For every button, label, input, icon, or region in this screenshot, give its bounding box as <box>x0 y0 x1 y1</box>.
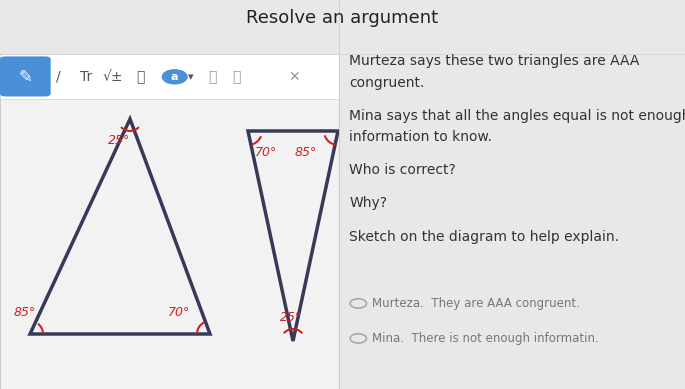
Text: a: a <box>171 72 178 82</box>
Text: Why?: Why? <box>349 196 387 210</box>
Text: Resolve an argument: Resolve an argument <box>247 9 438 26</box>
Text: 25°: 25° <box>108 134 130 147</box>
Text: Mina says that all the angles equal is not enough: Mina says that all the angles equal is n… <box>349 109 685 123</box>
Text: congruent.: congruent. <box>349 76 425 90</box>
Text: Murteza says these two triangles are AAA: Murteza says these two triangles are AAA <box>349 54 640 68</box>
Text: ⌒: ⌒ <box>232 70 240 84</box>
Text: 85°: 85° <box>14 306 36 319</box>
Text: ✎: ✎ <box>18 68 32 86</box>
Text: Sketch on the diagram to help explain.: Sketch on the diagram to help explain. <box>349 230 619 244</box>
FancyBboxPatch shape <box>0 54 339 99</box>
Text: ⬜: ⬜ <box>136 70 145 84</box>
Text: √±: √± <box>103 70 123 84</box>
Text: Who is correct?: Who is correct? <box>349 163 456 177</box>
Text: Mina.  There is not enough informatin.: Mina. There is not enough informatin. <box>372 332 599 345</box>
Text: /: / <box>56 70 60 84</box>
FancyBboxPatch shape <box>0 54 339 389</box>
Text: ✕: ✕ <box>289 70 300 84</box>
Circle shape <box>162 70 187 84</box>
Text: 25°: 25° <box>280 311 302 324</box>
Text: ▾: ▾ <box>188 72 193 82</box>
Text: Murteza.  They are AAA congruent.: Murteza. They are AAA congruent. <box>372 297 580 310</box>
FancyBboxPatch shape <box>0 56 51 96</box>
Text: 70°: 70° <box>255 146 277 159</box>
Text: Tr: Tr <box>79 70 92 84</box>
Text: ⌒: ⌒ <box>208 70 216 84</box>
Text: 85°: 85° <box>295 146 317 159</box>
Text: information to know.: information to know. <box>349 130 493 144</box>
Text: 70°: 70° <box>168 306 190 319</box>
